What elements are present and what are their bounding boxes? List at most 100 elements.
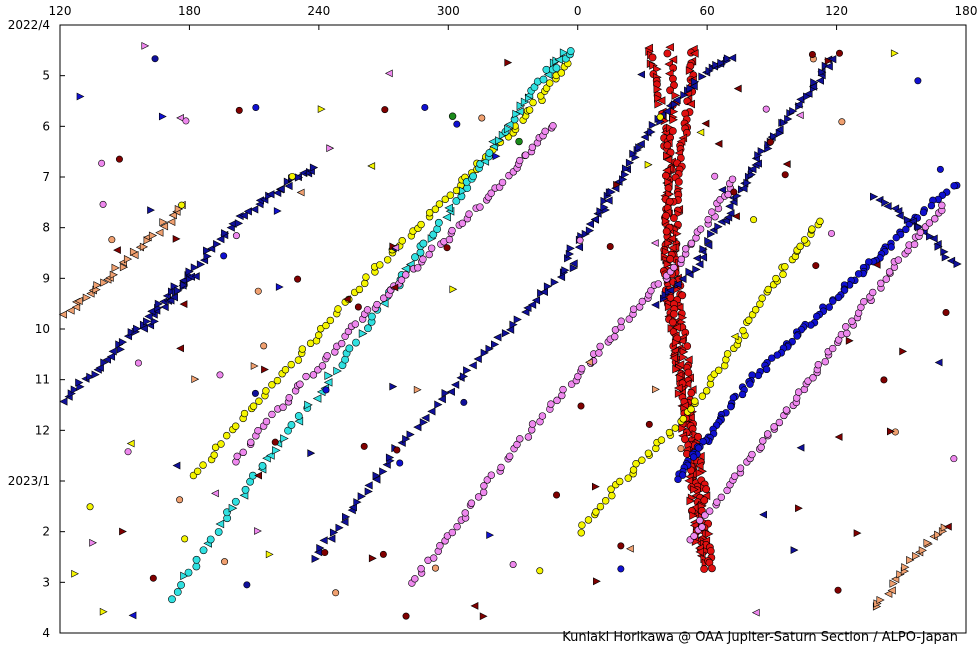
data-point-triangle <box>733 84 742 93</box>
data-point-circle <box>657 436 666 444</box>
data-point-triangle <box>918 546 927 555</box>
data-point-triangle <box>437 395 446 404</box>
data-point-circle <box>691 397 699 405</box>
data-point-circle <box>351 320 360 328</box>
x-tick-label: 300 <box>437 4 460 18</box>
data-point-triangle <box>585 219 594 229</box>
data-point-triangle <box>686 99 695 109</box>
data-point-triangle <box>690 485 699 494</box>
data-point-circle <box>814 361 823 369</box>
data-point-circle <box>762 365 771 374</box>
data-point-circle <box>661 171 670 180</box>
data-point-circle <box>98 159 106 167</box>
data-point-triangle <box>211 489 219 498</box>
data-point-circle <box>309 371 318 379</box>
data-point-triangle <box>794 100 803 109</box>
data-point-circle <box>809 374 817 382</box>
data-point-triangle <box>626 544 634 553</box>
data-point-circle <box>287 421 296 429</box>
data-point-triangle <box>689 511 698 520</box>
data-point-triangle <box>95 363 104 372</box>
data-point-circle <box>251 389 259 397</box>
data-point-circle <box>715 366 723 375</box>
data-point-triangle <box>886 427 895 436</box>
data-point-circle <box>252 104 260 112</box>
data-point-triangle <box>309 163 319 172</box>
data-point-circle <box>770 423 778 431</box>
data-point-triangle <box>402 434 411 444</box>
data-point-triangle <box>591 482 600 491</box>
data-point-triangle <box>780 118 789 127</box>
data-point-triangle <box>845 336 854 345</box>
data-point-triangle <box>644 160 653 169</box>
data-point-circle <box>860 297 868 306</box>
data-point-circle <box>441 195 449 204</box>
data-point-triangle <box>566 244 575 253</box>
data-point-circle <box>124 448 132 456</box>
data-point-triangle <box>704 529 714 539</box>
data-point-circle <box>398 237 406 245</box>
data-point-circle <box>240 409 249 418</box>
data-point-circle <box>696 516 704 525</box>
data-point-circle <box>182 117 190 125</box>
data-point-triangle <box>590 215 600 224</box>
data-point-circle <box>381 106 389 114</box>
data-point-triangle <box>669 115 678 125</box>
data-point-triangle <box>379 467 388 476</box>
data-point-triangle <box>730 332 739 341</box>
data-point-circle <box>525 106 534 114</box>
data-point-circle <box>151 55 159 63</box>
data-point-circle <box>592 508 600 516</box>
data-point-triangle <box>190 263 199 272</box>
data-point-triangle <box>389 382 398 391</box>
data-point-triangle <box>775 125 784 134</box>
data-point-circle <box>950 182 958 190</box>
data-point-triangle <box>174 204 183 214</box>
data-point-circle <box>288 172 296 180</box>
data-point-circle <box>687 405 695 413</box>
data-point-triangle <box>795 504 803 513</box>
data-point-triangle <box>585 226 595 235</box>
data-point-triangle <box>682 379 692 389</box>
data-point-triangle <box>621 164 631 173</box>
data-point-triangle <box>143 317 152 326</box>
data-point-triangle <box>486 531 495 540</box>
data-point-circle <box>596 502 605 511</box>
data-point-triangle <box>172 461 181 470</box>
data-point-triangle <box>319 536 328 545</box>
data-point-circle <box>199 461 207 469</box>
data-point-circle <box>927 201 936 210</box>
data-point-triangle <box>672 364 681 374</box>
data-point-circle <box>606 243 614 251</box>
data-point-triangle <box>926 232 935 241</box>
data-point-circle <box>108 236 116 244</box>
data-point-triangle <box>593 577 601 586</box>
data-point-circle <box>452 197 461 205</box>
data-point-circle <box>434 218 443 227</box>
x-tick-label: 240 <box>307 4 330 18</box>
data-point-triangle <box>671 338 681 348</box>
data-point-circle <box>834 586 842 594</box>
data-point-circle <box>700 565 709 573</box>
data-point-circle <box>748 450 756 459</box>
data-point-circle <box>916 228 925 236</box>
data-point-triangle <box>666 286 675 295</box>
data-point-triangle <box>250 205 259 214</box>
data-point-circle <box>578 521 586 529</box>
data-point-triangle <box>272 446 281 455</box>
data-point-circle <box>910 240 919 249</box>
data-point-circle <box>334 305 342 313</box>
data-point-circle <box>516 156 524 165</box>
data-point-triangle <box>492 152 501 161</box>
data-point-triangle <box>391 243 400 252</box>
data-point-triangle <box>266 190 275 199</box>
data-point-triangle <box>265 550 274 559</box>
data-point-circle <box>671 424 679 432</box>
data-point-triangle <box>413 385 422 394</box>
data-point-triangle <box>384 69 393 78</box>
data-point-circle <box>453 120 461 128</box>
y-tick-label: 12 <box>35 423 50 437</box>
data-point-circle <box>566 47 575 55</box>
data-point-circle <box>254 426 262 435</box>
data-point-triangle <box>651 300 660 309</box>
